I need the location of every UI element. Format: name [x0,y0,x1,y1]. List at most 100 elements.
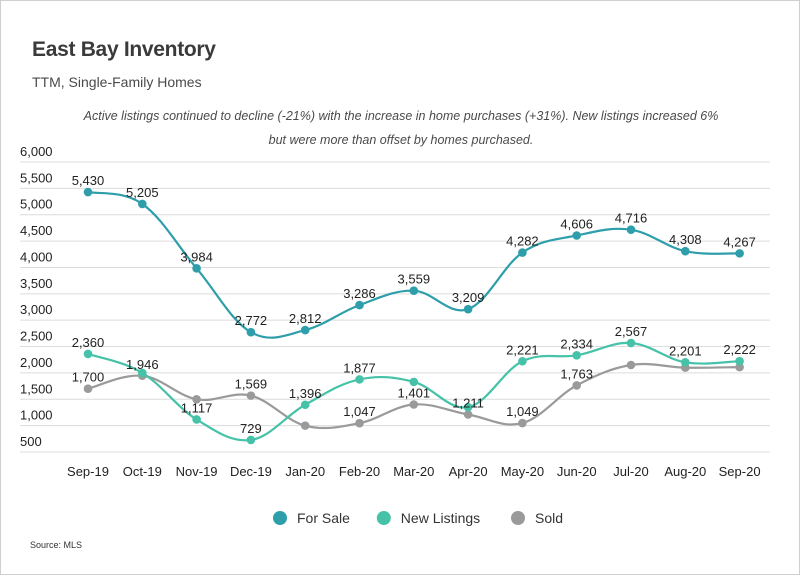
for-sale-data-label: 4,308 [669,232,702,247]
y-tick-label: 5,000 [20,197,53,212]
y-tick-label: 1,500 [20,381,53,396]
chart-note: Active listings continued to decline (-2… [83,109,719,147]
sold-point [355,418,364,428]
sold-data-label: 1,049 [506,404,539,419]
x-tick-label: Aug-20 [664,464,706,479]
new-listings-data-label: 2,221 [506,342,539,357]
new-listings-point [192,415,201,424]
sold-data-label: 1,700 [72,370,105,385]
x-tick-label: Nov-19 [176,464,218,479]
sold-point [409,400,419,409]
y-tick-label: 4,000 [20,249,53,264]
for-sale-point [572,231,581,240]
new-listings-point [518,356,527,366]
new-listings-point [463,402,473,412]
x-tick-label: Feb-20 [339,464,380,479]
legend-label-for-sale: For Sale [297,510,350,526]
new-listings-point [409,377,419,387]
for-sale-point [518,248,527,257]
y-tick-label: 2,000 [20,355,53,370]
x-tick-label: Sep-19 [67,464,109,479]
for-sale-data-label: 2,812 [289,311,322,326]
chart-subtitle: TTM, Single-Family Homes [32,74,202,90]
for-sale-data-label: 4,282 [506,234,539,249]
chart-title: East Bay Inventory [32,38,216,61]
new-listings-point [300,400,310,410]
for-sale-point [246,327,256,337]
sold-point [463,410,473,419]
sold-point [192,394,201,404]
for-sale-data-label: 4,606 [560,217,593,232]
x-tick-label: Jul-20 [613,464,648,479]
x-tick-label: Jan-20 [285,464,325,479]
source-note: Source: MLS [30,540,83,550]
for-sale-point [626,225,636,235]
for-sale-data-label: 3,559 [398,272,431,287]
for-sale-point [138,199,147,209]
for-sale-point [300,325,310,335]
x-tick-label: May-20 [501,464,544,479]
sold-point [83,384,93,394]
new-listings-point [626,338,636,348]
sold-point [572,381,581,390]
new-listings-data-label: 2,222 [723,342,756,357]
new-listings-data-label: 1,396 [289,386,322,401]
for-sale-data-label: 5,205 [126,185,159,200]
new-listings-point [735,356,744,366]
y-tick-label: 500 [20,434,42,449]
x-tick-label: Jun-20 [557,464,597,479]
new-listings-data-label: 1,117 [181,400,213,415]
sold-point [300,421,310,430]
sold-data-label: 1,763 [560,366,593,381]
sold-point [735,362,744,372]
for-sale-point [735,249,744,258]
sold-point [246,391,256,400]
sold-data-label: 1,401 [398,385,431,400]
for-sale-data-label: 2,772 [235,313,268,328]
x-tick-label: Mar-20 [393,464,434,479]
new-listings-data-label: 2,334 [560,336,593,351]
sold-point [626,360,636,370]
x-tick-label: Dec-19 [230,464,272,479]
for-sale-data-label: 3,984 [180,249,213,264]
y-tick-label: 6,000 [20,144,53,159]
sold-data-label: 1,211 [452,396,484,411]
y-tick-label: 3,500 [20,276,53,291]
new-listings-data-label: 729 [240,421,262,436]
new-listings-point [83,349,93,359]
new-listings-point [246,435,256,445]
y-tick-label: 1,000 [20,408,53,423]
y-tick-label: 5,500 [20,170,53,185]
legend-label-new-listings: New Listings [401,510,480,526]
x-tick-label: Apr-20 [449,464,488,479]
for-sale-data-label: 5,430 [72,173,105,188]
for-sale-point [463,304,473,314]
for-sale-data-label: 3,209 [452,290,485,305]
for-sale-point [192,263,201,273]
sold-data-label: 1,946 [126,357,159,372]
for-sale-point [83,187,93,197]
y-tick-label: 3,000 [20,302,53,317]
y-tick-label: 4,500 [20,223,53,238]
new-listings-point [572,350,581,360]
for-sale-data-label: 4,267 [723,234,756,249]
for-sale-point [409,286,419,296]
for-sale-point [355,300,364,310]
new-listings-point [138,368,147,378]
legend-swatch-sold [511,511,525,525]
new-listings-point [355,375,364,384]
y-tick-label: 2,500 [20,329,53,344]
x-tick-label: Oct-19 [123,464,162,479]
new-listings-point [681,358,690,367]
legend-swatch-for-sale [273,511,287,525]
new-listings-data-label: 2,360 [72,335,105,350]
x-tick-label: Sep-20 [719,464,761,479]
for-sale-data-label: 3,286 [343,286,376,301]
legend-swatch-new-listings [376,511,391,525]
for-sale-data-label: 4,716 [615,211,648,226]
for-sale-point [681,246,690,256]
sold-data-label: 1,047 [343,404,376,419]
new-listings-data-label: 2,567 [615,324,648,339]
sold-data-label: 1,569 [235,377,268,392]
